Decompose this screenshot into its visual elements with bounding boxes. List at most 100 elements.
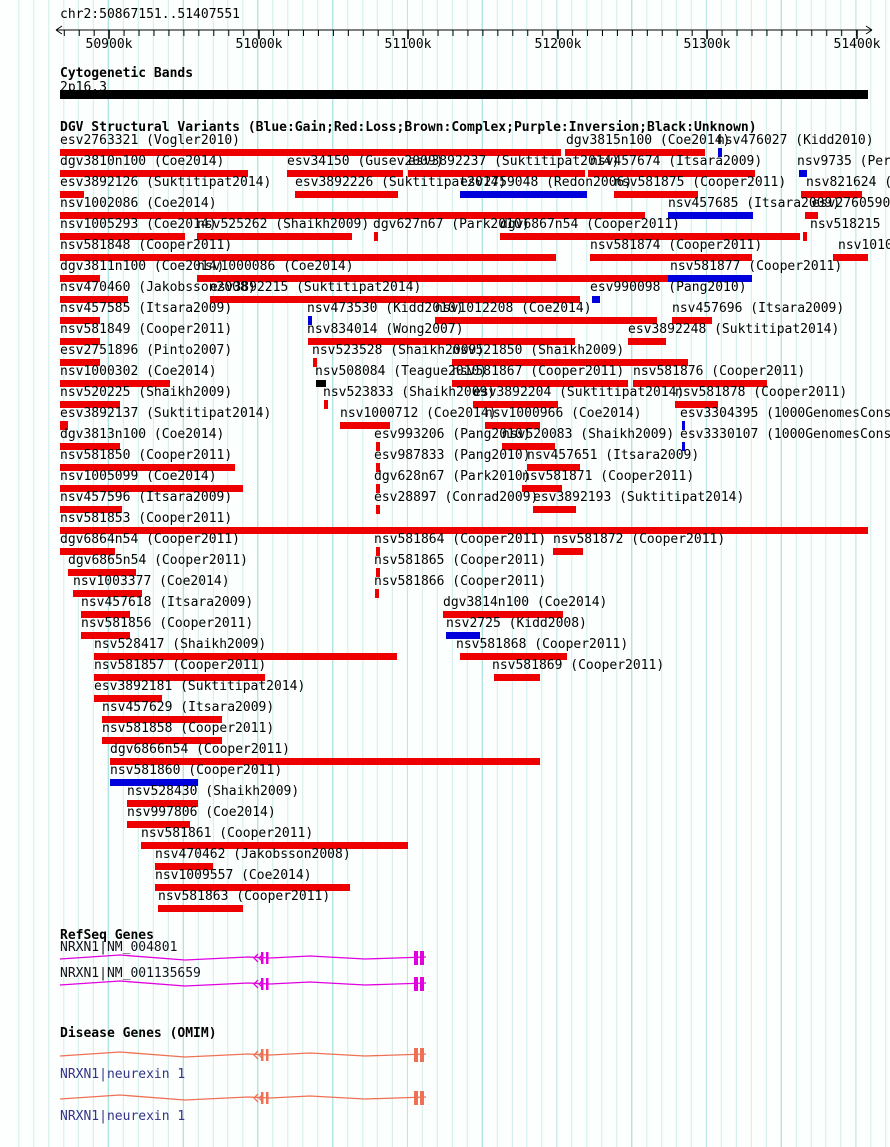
variant-bar[interactable] [68, 569, 136, 576]
variant-label[interactable]: esv3892126 (Suktitipat2014) [60, 175, 272, 190]
variant-bar[interactable] [452, 380, 628, 387]
variant-tick[interactable] [60, 421, 68, 430]
variant-tick[interactable] [308, 316, 312, 325]
variant-label[interactable]: nsv508084 (Teague2010) [315, 364, 488, 379]
variant-bar[interactable] [340, 422, 390, 429]
variant-label[interactable]: nsv1000302 (Coe2014) [60, 364, 217, 379]
variant-bar[interactable] [60, 464, 235, 471]
variant-tick[interactable] [803, 232, 807, 241]
variant-label[interactable]: nsv581848 (Cooper2011) [60, 238, 233, 253]
variant-label[interactable]: esv3892248 (Suktitipat2014) [628, 322, 840, 337]
variant-bar[interactable] [435, 317, 657, 324]
variant-bar[interactable] [805, 212, 818, 219]
variant-whisker[interactable] [60, 191, 84, 198]
variant-label[interactable]: nsv9735 (Perry2008) [797, 154, 890, 169]
variant-label[interactable]: dgv3814n100 (Coe2014) [443, 595, 608, 610]
variant-label[interactable]: nsv470460 (Jakobsson2008) [60, 280, 256, 295]
variant-label[interactable]: nsv581853 (Cooper2011) [60, 511, 233, 526]
gene-label[interactable]: NRXN1|neurexin 1 [60, 1067, 186, 1082]
variant-label[interactable]: nsv457696 (Itsara2009) [672, 301, 845, 316]
variant-label[interactable]: nsv457651 (Itsara2009) [527, 448, 700, 463]
variant-label[interactable]: esv2763321 (Vogler2010) [60, 133, 241, 148]
variant-label[interactable]: esv3330107 (1000GenomesConsortiumPilotPr… [680, 427, 890, 442]
variant-bar[interactable] [408, 170, 585, 177]
variant-bar[interactable] [295, 191, 398, 198]
variant-bar[interactable] [614, 191, 698, 198]
variant-bar[interactable] [633, 380, 767, 387]
variant-label[interactable]: nsv581874 (Cooper2011) [590, 238, 763, 253]
variant-whisker[interactable] [592, 296, 600, 303]
variant-tick[interactable] [375, 589, 379, 598]
variant-label[interactable]: nsv1009557 (Coe2014) [155, 868, 312, 883]
variant-label[interactable]: nsv581876 (Cooper2011) [633, 364, 806, 379]
variant-label[interactable]: nsv581869 (Cooper2011) [492, 658, 665, 673]
variant-label[interactable]: dgv3811n100 (Coe2014) [60, 259, 225, 274]
variant-bar[interactable] [197, 275, 668, 282]
variant-label[interactable]: esv34150 (Gusev2009) [287, 154, 444, 169]
variant-label[interactable]: nsv581857 (Cooper2011) [94, 658, 267, 673]
variant-bar[interactable] [81, 611, 130, 618]
variant-label[interactable]: nsv1010618 (Coe2014) [838, 238, 890, 253]
variant-label[interactable]: nsv2725 (Kidd2008) [446, 616, 587, 631]
variant-bar[interactable] [590, 254, 752, 261]
variant-whisker[interactable] [530, 401, 558, 408]
variant-label[interactable]: nsv581860 (Cooper2011) [110, 763, 283, 778]
variant-whisker[interactable] [308, 338, 575, 345]
variant-label[interactable]: dgv3813n100 (Coe2014) [60, 427, 225, 442]
variant-label[interactable]: nsv581864 (Cooper2011) [374, 532, 547, 547]
gene-label[interactable]: NRXN1|neurexin 1 [60, 1109, 186, 1124]
variant-bar[interactable] [197, 233, 352, 240]
variant-label[interactable]: nsv581877 (Cooper2011) [670, 259, 843, 274]
variant-label[interactable]: nsv523528 (Shaikh2009) [312, 343, 485, 358]
variant-tick[interactable] [376, 442, 380, 451]
variant-bar[interactable] [565, 149, 705, 156]
variant-label[interactable]: nsv473530 (Kidd2010) [307, 301, 464, 316]
variant-bar[interactable] [502, 443, 555, 450]
variant-label[interactable]: nsv518215 (Shaikh2009) [810, 217, 890, 232]
variant-label[interactable]: nsv581850 (Cooper2011) [60, 448, 233, 463]
variant-bar[interactable] [60, 527, 868, 534]
variant-label[interactable]: nsv581861 (Cooper2011) [141, 826, 314, 841]
variant-label[interactable]: nsv1000086 (Coe2014) [197, 259, 354, 274]
variant-bar[interactable] [60, 485, 243, 492]
variant-label[interactable]: esv2751896 (Pinto2007) [60, 343, 233, 358]
variant-bar[interactable] [452, 359, 688, 366]
variant-label[interactable]: nsv1000712 (Coe2014) [340, 406, 497, 421]
variant-label[interactable]: nsv581865 (Cooper2011) [374, 553, 547, 568]
variant-bar[interactable] [485, 422, 540, 429]
variant-label[interactable]: dgv6866n54 (Cooper2011) [110, 742, 291, 757]
variant-bar[interactable] [94, 674, 265, 681]
variant-bar[interactable] [668, 212, 753, 219]
variant-bar[interactable] [60, 401, 120, 408]
variant-bar[interactable] [60, 275, 100, 282]
gene-model[interactable] [0, 1088, 890, 1108]
variant-label[interactable]: nsv1005099 (Coe2014) [60, 469, 217, 484]
variant-bar[interactable] [210, 296, 580, 303]
variant-tick[interactable] [376, 463, 380, 472]
gene-model[interactable] [0, 974, 890, 994]
variant-label[interactable]: nsv581875 (Cooper2011) [614, 175, 787, 190]
coordinate-ruler[interactable]: 50900k 51000k 51100k 51200k 51300k 51400k [0, 0, 890, 52]
variant-bar[interactable] [588, 170, 755, 177]
variant-label[interactable]: nsv581856 (Cooper2011) [81, 616, 254, 631]
variant-whisker[interactable] [799, 170, 807, 177]
variant-label[interactable]: nsv457596 (Itsara2009) [60, 490, 233, 505]
variant-label[interactable]: dgv6867n54 (Cooper2011) [500, 217, 681, 232]
variant-tick[interactable] [374, 232, 378, 241]
variant-label[interactable]: esv3892204 (Suktitipat2014) [473, 385, 685, 400]
variant-tick[interactable] [376, 568, 380, 577]
variant-bar[interactable] [533, 506, 570, 513]
variant-label[interactable]: nsv457674 (Itsara2009) [590, 154, 763, 169]
variant-label[interactable]: nsv520225 (Shaikh2009) [60, 385, 233, 400]
variant-bar[interactable] [127, 800, 198, 807]
variant-bar[interactable] [81, 632, 130, 639]
variant-label[interactable]: esv3892181 (Suktitipat2014) [94, 679, 306, 694]
variant-tick[interactable] [313, 358, 317, 367]
variant-bar[interactable] [94, 653, 397, 660]
variant-label[interactable]: dgv627n67 (Park2010) [373, 217, 530, 232]
cytoband-bar[interactable] [60, 90, 868, 99]
variant-label[interactable]: nsv520083 (Shaikh2009) [502, 427, 675, 442]
variant-whisker[interactable] [570, 506, 576, 513]
variant-bar[interactable] [460, 653, 567, 660]
variant-label[interactable]: dgv3815n100 (Coe2014) [566, 133, 731, 148]
